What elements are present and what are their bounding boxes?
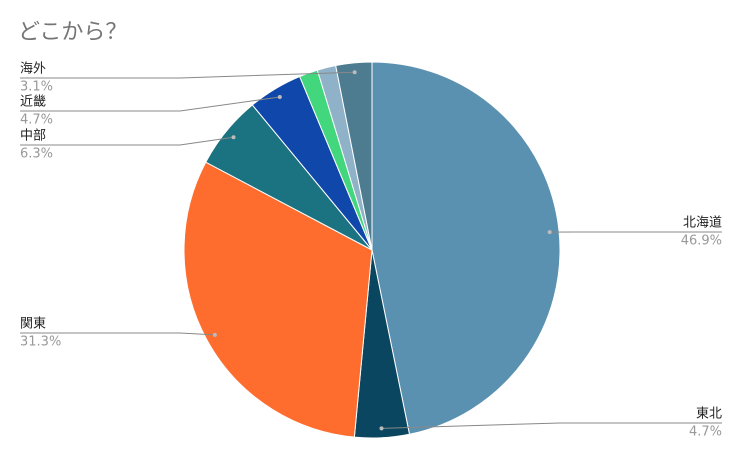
chart-title: どこから？ bbox=[18, 20, 127, 45]
leader-line bbox=[20, 332, 215, 336]
value-label: 4.7% bbox=[20, 113, 53, 128]
pie-slice bbox=[335, 61, 373, 251]
leader-dot bbox=[379, 426, 384, 431]
slice-label: 近畿 bbox=[20, 95, 46, 110]
value-label: 31.3% bbox=[20, 335, 61, 350]
leader-line bbox=[20, 96, 280, 112]
value-label: 46.9% bbox=[681, 234, 722, 249]
leader-dot bbox=[231, 135, 236, 140]
leader-line bbox=[20, 136, 234, 146]
value-label: 4.7% bbox=[689, 425, 722, 440]
slice-label: 東北 bbox=[696, 406, 722, 422]
leader-dot bbox=[277, 95, 282, 100]
pie-slice bbox=[183, 161, 373, 438]
value-label: 3.1% bbox=[20, 80, 53, 95]
leader-line bbox=[381, 422, 722, 429]
slice-label: 海外 bbox=[20, 62, 46, 77]
slice-label: 中部 bbox=[20, 129, 46, 144]
slice-label: 関東 bbox=[20, 316, 46, 332]
leader-dot bbox=[547, 230, 552, 235]
slice-label: 北海道 bbox=[683, 216, 722, 231]
leader-dot bbox=[352, 70, 357, 75]
leader-dot bbox=[212, 332, 217, 337]
leader-line bbox=[20, 71, 355, 79]
value-label: 6.3% bbox=[20, 147, 53, 162]
pie-slice bbox=[371, 61, 561, 435]
